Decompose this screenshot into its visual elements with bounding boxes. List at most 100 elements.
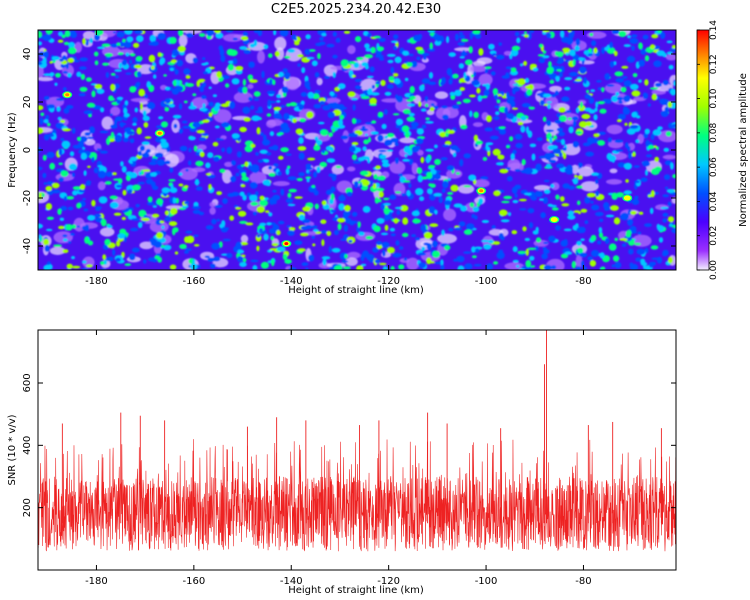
heatmap-cell — [125, 43, 131, 48]
heatmap-cell — [269, 197, 275, 205]
heatmap-cell — [136, 127, 142, 135]
heatmap-cell — [390, 66, 395, 74]
heatmap-low-cell — [38, 127, 53, 133]
heatmap-cell — [185, 75, 191, 79]
heatmap-cell — [38, 223, 43, 229]
heatmap-cell — [367, 32, 372, 38]
heatmap-cell — [588, 97, 595, 104]
heatmap-cell — [349, 61, 356, 65]
heatmap-cell — [542, 116, 547, 122]
heatmap-cell — [407, 103, 416, 107]
heatmap-cell — [150, 240, 155, 246]
heatmap-cell — [314, 72, 320, 78]
heatmap-cell — [81, 260, 87, 264]
heatmap-cell — [267, 249, 273, 253]
heatmap-cell — [387, 59, 394, 64]
heatmap-low-cell — [534, 184, 551, 191]
heatmap-cell — [269, 248, 278, 251]
heatmap-cell — [564, 251, 573, 255]
heatmap-cell — [629, 124, 639, 129]
heatmap-cell — [40, 112, 45, 117]
heatmap-cell — [242, 31, 248, 37]
heatmap-cell — [256, 234, 261, 238]
heatmap-cell — [660, 31, 666, 39]
spectrogram-x-axis-label: Height of straight line (km) — [288, 285, 424, 296]
heatmap-cell — [117, 233, 126, 240]
heatmap-cell — [120, 161, 124, 167]
heatmap-cell — [216, 191, 223, 196]
heatmap-cell — [605, 99, 612, 104]
heatmap-cell — [208, 102, 212, 106]
heatmap-cell — [531, 153, 536, 161]
heatmap-cell — [498, 42, 502, 46]
heatmap-cell — [652, 129, 662, 136]
heatmap-cell — [156, 125, 163, 129]
heatmap-cell — [564, 167, 574, 174]
heatmap-cell — [178, 172, 183, 176]
heatmap-cell — [562, 147, 567, 151]
heatmap-cell — [473, 111, 479, 119]
heatmap-cell — [390, 40, 398, 44]
heatmap-cell — [297, 248, 306, 252]
heatmap-cell — [131, 218, 141, 221]
heatmap-cell — [314, 136, 319, 141]
heatmap-cell — [72, 186, 82, 190]
heatmap-cell — [411, 210, 420, 217]
heatmap-cell — [58, 162, 63, 166]
heatmap-cell — [308, 254, 315, 262]
heatmap-cell — [568, 31, 574, 39]
heatmap-cell — [668, 64, 674, 70]
heatmap-cell — [165, 86, 171, 91]
heatmap-cell — [185, 83, 195, 87]
heatmap-cell — [512, 259, 519, 263]
heatmap-cell — [84, 132, 91, 136]
heatmap-cell — [328, 132, 334, 138]
heatmap-cell — [496, 54, 505, 60]
heatmap-cell — [356, 56, 364, 61]
heatmap-cell — [420, 156, 425, 164]
heatmap-cell — [185, 248, 192, 251]
heatmap-cell — [60, 170, 69, 177]
heatmap-cell — [393, 34, 399, 40]
heatmap-cell — [525, 85, 532, 89]
heatmap-cell — [611, 264, 615, 268]
heatmap-cell — [259, 222, 267, 227]
heatmap-cell — [595, 190, 600, 197]
heatmap-low-cell — [209, 201, 217, 208]
heatmap-cell — [312, 243, 316, 247]
heatmap-cell — [259, 199, 269, 207]
colorbar-tick-label: 0.00 — [709, 260, 719, 280]
heatmap-cell — [380, 232, 389, 236]
heatmap-cell — [110, 72, 116, 76]
heatmap-cell — [136, 81, 141, 87]
heatmap-cell — [367, 87, 373, 96]
heatmap-cell — [456, 255, 465, 263]
heatmap-cell — [555, 194, 560, 200]
heatmap-cell — [597, 101, 605, 105]
heatmap-cell — [562, 152, 567, 160]
heatmap-cell — [306, 178, 310, 183]
heatmap-cell — [129, 156, 138, 162]
heatmap-cell — [564, 86, 571, 91]
heatmap-cell — [550, 183, 555, 189]
heatmap-cell — [307, 91, 315, 99]
heatmap-low-cell — [446, 169, 463, 179]
heatmap-cell — [447, 191, 454, 195]
heatmap-cell — [100, 107, 105, 113]
heatmap-cell — [304, 48, 311, 56]
heatmap-cell — [649, 207, 654, 215]
heatmap-cell — [198, 33, 206, 37]
heatmap-cell — [127, 189, 133, 194]
heatmap-cell — [386, 132, 395, 138]
heatmap-low-cell — [164, 153, 179, 168]
heatmap-cell — [542, 50, 547, 54]
heatmap-cell — [461, 49, 466, 57]
heatmap-cell — [620, 212, 630, 221]
heatmap-cell — [242, 86, 248, 94]
heatmap-cell — [57, 39, 64, 43]
heatmap-cell — [152, 258, 157, 263]
heatmap-low-cell — [399, 137, 416, 144]
x-tick-label: -120 — [377, 276, 400, 287]
heatmap-low-cell — [82, 31, 96, 40]
